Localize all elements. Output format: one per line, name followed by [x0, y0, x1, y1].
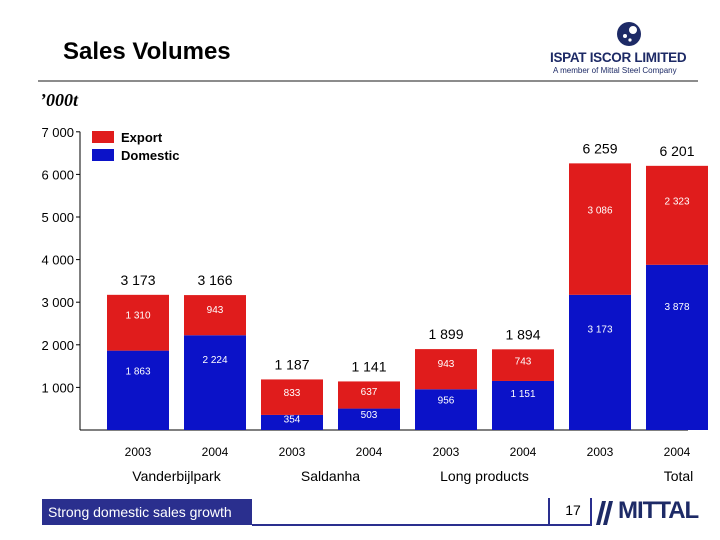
- data-label-domestic: 3 173: [587, 325, 612, 336]
- bar-export: [184, 295, 246, 336]
- bar-export: [415, 349, 477, 390]
- data-label-domestic: 2 224: [202, 355, 227, 366]
- y-tick-label: 3 000: [41, 295, 74, 310]
- data-label-domestic: 3 878: [664, 302, 689, 313]
- data-label-domestic: 503: [361, 410, 378, 421]
- data-label-total: 6 201: [659, 143, 694, 159]
- data-label-export: 3 086: [587, 205, 612, 216]
- legend-swatch-export: [92, 131, 114, 143]
- bar-domestic: [492, 380, 554, 430]
- unit-label: ’000t: [40, 90, 78, 110]
- data-label-export: 943: [207, 305, 224, 316]
- group-label: Saldanha: [301, 468, 360, 484]
- bar-export: [338, 381, 400, 409]
- data-label-export: 943: [438, 359, 455, 370]
- data-label-export: 833: [284, 388, 301, 399]
- legend-label-domestic: Domestic: [121, 148, 180, 163]
- x-tick-label: 2004: [510, 445, 537, 459]
- data-label-domestic: 1 863: [125, 366, 150, 377]
- data-label-total: 6 259: [582, 140, 617, 156]
- y-tick-label: 1 000: [41, 380, 74, 395]
- x-tick-label: 2004: [202, 445, 229, 459]
- y-tick-label: 6 000: [41, 167, 74, 182]
- bar-domestic: [107, 350, 169, 430]
- bars: [107, 163, 708, 430]
- data-label-export: 743: [515, 356, 532, 367]
- bar-export: [646, 165, 708, 265]
- page-number: 17: [565, 502, 581, 518]
- bar-domestic: [569, 294, 631, 430]
- page-number-box: [548, 498, 592, 526]
- group-label: Total: [664, 468, 694, 484]
- mittal-mark-icon: [596, 501, 613, 525]
- x-tick-label: 2003: [587, 445, 614, 459]
- legend-swatch-domestic: [92, 149, 114, 161]
- group-label: Vanderbijlpark: [132, 468, 221, 484]
- footer-rule: [252, 524, 592, 526]
- data-label-export: 1 310: [125, 310, 150, 321]
- legend: Export Domestic: [92, 130, 180, 163]
- data-label-total: 1 141: [351, 358, 386, 374]
- page-title: Sales Volumes: [63, 38, 231, 65]
- x-tick-label: 2004: [664, 445, 691, 459]
- y-tick-label: 4 000: [41, 253, 74, 268]
- y-tick-label: 5 000: [41, 210, 74, 225]
- data-label-export: 637: [361, 387, 378, 398]
- data-label-domestic: 1 151: [510, 389, 535, 400]
- logo-name: ISPAT ISCOR LIMITED: [550, 50, 687, 65]
- mittal-wordmark: MITTAL: [618, 497, 699, 524]
- sales-volume-chart: 7 000 6 000 5 000 4 000 3 000 2 000 1 000 Expo…: [41, 125, 708, 484]
- x-tick-label: 2003: [279, 445, 306, 459]
- data-label-total: 1 187: [274, 356, 309, 372]
- ispat-iscor-logo: ISPAT ISCOR LIMITED A member of Mittal S…: [548, 20, 698, 78]
- bar-domestic: [338, 408, 400, 430]
- bar-export: [569, 163, 631, 295]
- bar-labels: 1 863 1 310 3 173 2003 2 224 943 3 166 2004 354 8…: [120, 140, 694, 484]
- ispat-mark-icon: [617, 22, 641, 46]
- bar-domestic: [261, 414, 323, 430]
- y-axis: 7 000 6 000 5 000 4 000 3 000 2 000 1 000: [41, 125, 688, 431]
- x-tick-label: 2003: [433, 445, 460, 459]
- bar-export: [107, 294, 169, 351]
- title-divider: [38, 80, 698, 82]
- data-label-total: 3 173: [120, 272, 155, 288]
- data-label-total: 1 899: [428, 326, 463, 342]
- data-label-domestic: 354: [284, 415, 301, 426]
- bar-export: [261, 379, 323, 415]
- logo-subtitle: A member of Mittal Steel Company: [553, 66, 677, 75]
- y-tick-label: 7 000: [41, 125, 74, 140]
- mittal-logo: MITTAL: [596, 497, 699, 527]
- data-label-total: 1 894: [505, 326, 540, 342]
- y-tick-label: 2 000: [41, 338, 74, 353]
- bar-domestic: [646, 264, 708, 430]
- data-label-domestic: 956: [438, 395, 455, 406]
- bar-export: [492, 349, 554, 381]
- data-label-export: 2 323: [664, 196, 689, 207]
- bar-domestic: [184, 335, 246, 430]
- x-tick-label: 2003: [125, 445, 152, 459]
- bar-domestic: [415, 389, 477, 430]
- legend-label-export: Export: [121, 130, 163, 145]
- data-label-total: 3 166: [197, 272, 232, 288]
- group-label: Long products: [440, 468, 529, 484]
- footer-caption: Strong domestic sales growth: [42, 499, 252, 525]
- x-tick-label: 2004: [356, 445, 383, 459]
